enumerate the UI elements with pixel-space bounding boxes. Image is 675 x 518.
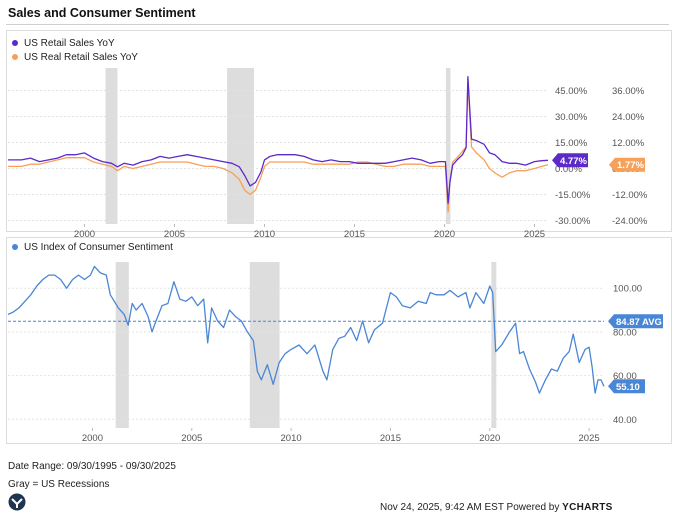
retail-last-value-label: 4.77% <box>560 156 587 167</box>
ycharts-logo-icon <box>8 493 26 511</box>
legend-item-sentiment[interactable]: US Index of Consumer Sentiment <box>12 240 173 254</box>
legend-label-retail: US Retail Sales YoY <box>24 37 115 49</box>
retail-sales-line <box>8 76 549 204</box>
chart-title: Sales and Consumer Sentiment <box>8 6 196 20</box>
real-retail-last-value-badge <box>609 157 645 172</box>
bottom-x-tick-label-0: 2000 <box>82 433 103 444</box>
bottom-x-tick-label-4: 2020 <box>479 433 500 444</box>
timestamp: Nov 24, 2025, 9:42 AM EST Powered by <box>380 502 560 513</box>
legend-item-real-retail[interactable]: US Real Retail Sales YoY <box>12 50 138 64</box>
retail-last-value-badge <box>552 153 588 168</box>
top-x-tick-label-0: 2000 <box>74 229 95 240</box>
recession-band-top-1 <box>227 68 255 224</box>
top-y-left-label-2: 15.00% <box>555 138 588 149</box>
top-x-tick-label-5: 2025 <box>524 229 545 240</box>
top-x-tick-label-3: 2015 <box>344 229 365 240</box>
top-x-tick-label-1: 2005 <box>164 229 185 240</box>
consumer-sentiment-line <box>7 265 605 394</box>
recession-band-bottom-0 <box>115 262 129 428</box>
bottom-x-tick-label-5: 2025 <box>579 433 600 444</box>
recession-band-bottom-1 <box>249 262 280 428</box>
bottom-legend: US Index of Consumer Sentiment <box>12 240 173 254</box>
date-range: Date Range: 09/30/1995 - 09/30/2025 <box>8 461 176 472</box>
bottom-y-label-3: 40.00 <box>613 415 637 426</box>
top-x-tick-label-2: 2010 <box>254 229 275 240</box>
legend-dot-real-retail <box>12 54 18 60</box>
legend-label-sentiment: US Index of Consumer Sentiment <box>24 241 173 253</box>
recession-band-top-0 <box>105 68 118 224</box>
top-y-right-label-5: -24.00% <box>612 216 648 227</box>
sentiment-last-value-label: 55.10 <box>616 382 640 393</box>
legend-item-retail[interactable]: US Retail Sales YoY <box>12 36 138 50</box>
average-badge-label: 84.87 AVG <box>616 317 662 328</box>
title-divider <box>6 24 669 25</box>
top-y-left-label-1: 30.00% <box>555 112 588 123</box>
top-legend: US Retail Sales YoY US Real Retail Sales… <box>12 36 138 64</box>
real-retail-last-value-label: 1.77% <box>617 160 644 171</box>
average-badge <box>608 314 663 329</box>
bottom-y-label-1: 80.00 <box>613 327 637 338</box>
bottom-y-label-2: 60.00 <box>613 371 637 382</box>
brand-wordmark[interactable]: YCHARTS <box>562 502 613 513</box>
top-y-left-label-3: 0.00% <box>555 164 582 175</box>
top-y-right-label-4: -12.00% <box>612 190 648 201</box>
legend-dot-sentiment <box>12 244 18 250</box>
top-y-right-label-1: 24.00% <box>612 112 645 123</box>
bottom-x-tick-label-3: 2015 <box>380 433 401 444</box>
recession-band-bottom-2 <box>491 262 497 428</box>
recession-note: Gray = US Recessions <box>8 479 110 490</box>
top-y-left-label-4: -15.00% <box>555 190 591 201</box>
bottom-x-tick-label-2: 2010 <box>281 433 302 444</box>
recession-band-top-2 <box>445 68 451 224</box>
bottom-x-tick-label-1: 2005 <box>181 433 202 444</box>
legend-dot-retail <box>12 40 18 46</box>
legend-label-real-retail: US Real Retail Sales YoY <box>24 51 138 63</box>
footer-credit: Nov 24, 2025, 9:42 AM EST Powered by YCH… <box>380 502 613 513</box>
top-y-right-label-0: 36.00% <box>612 86 645 97</box>
top-x-tick-label-4: 2020 <box>434 229 455 240</box>
top-y-left-label-0: 45.00% <box>555 86 588 97</box>
top-y-right-label-2: 12.00% <box>612 138 645 149</box>
sentiment-last-value-badge <box>608 379 645 394</box>
top-y-left-label-5: -30.00% <box>555 216 591 227</box>
bottom-y-label-0: 100.00 <box>613 284 642 295</box>
